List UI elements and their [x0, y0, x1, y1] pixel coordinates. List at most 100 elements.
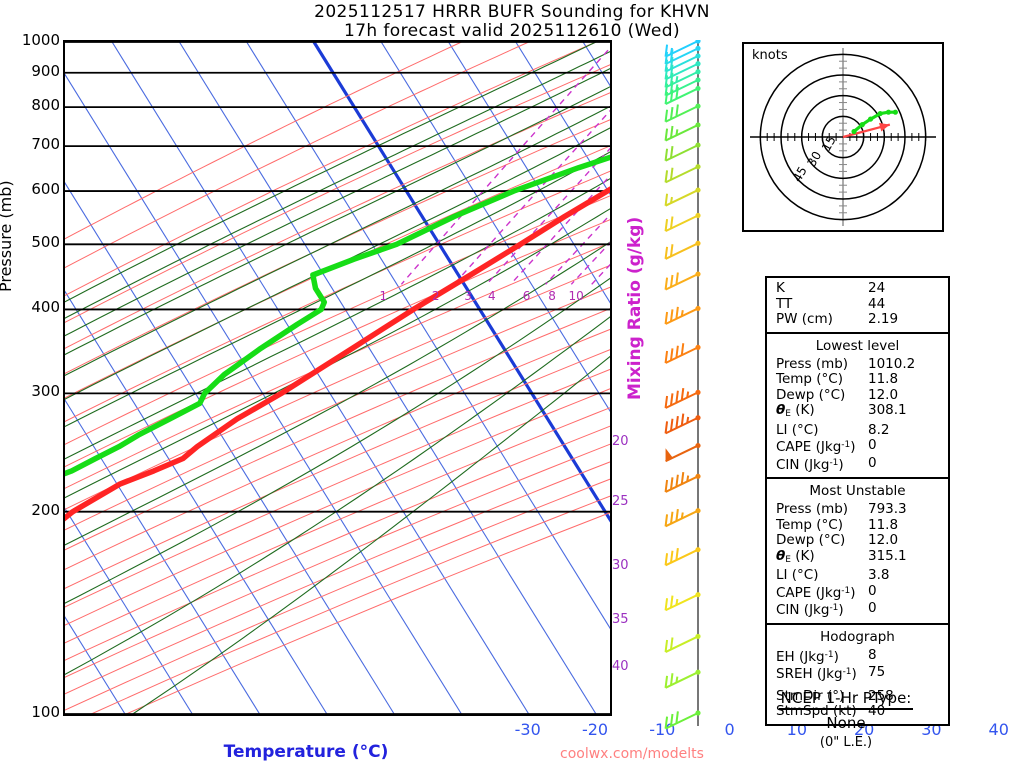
stat-row: θE (K) 308.1 [767, 402, 948, 423]
barb-full-feather [669, 550, 674, 563]
wind-barb [664, 592, 701, 612]
barb-origin [695, 77, 701, 83]
stat-row: Temp (°C) 11.8 [767, 517, 948, 534]
barb-half-feather [675, 598, 679, 606]
dry-adiabat [65, 119, 610, 374]
stat-key: SREH (Jkg-1) [776, 666, 857, 682]
stat-key: K [776, 280, 785, 296]
barb-full-feather [669, 244, 674, 257]
barb-origin [695, 212, 701, 219]
ptype-heading: NCEP 1-Hr PType: [778, 689, 914, 710]
lowest-level-rows: Press (mb) 1010.2 Temp (°C) 11.8 Dewp (°C) 12… [767, 355, 948, 474]
barb-full-feather [664, 246, 669, 260]
moist-adiabat [65, 127, 610, 400]
hodograph-point [877, 110, 883, 117]
isotherm [582, 42, 610, 87]
moist-adiabat [65, 178, 610, 460]
wind-barb [664, 164, 701, 184]
barb-origin [695, 415, 701, 421]
barb-origin [695, 592, 701, 598]
stat-key: Dewp (°C) [776, 532, 846, 548]
barb-full-feather [669, 72, 674, 85]
wind-barb [664, 85, 701, 105]
barb-shaft [665, 105, 699, 123]
skewt-diagram [63, 40, 612, 716]
stat-row: PW (cm) 2.19 [767, 311, 948, 328]
barb-full-feather [680, 388, 685, 401]
pressure-tick-label: 200 [31, 500, 60, 519]
hodograph-point [859, 122, 865, 128]
dry-adiabat [65, 388, 610, 626]
stat-value: 8.2 [868, 421, 890, 438]
wind-barb-column [664, 40, 701, 730]
stat-key: CAPE (Jkg-1) [776, 584, 856, 601]
barb-full-feather [664, 716, 669, 729]
stat-row: SREH (Jkg-1) 75 [767, 664, 948, 683]
barb-shaft [665, 165, 699, 184]
stat-key: Temp (°C) [776, 371, 843, 387]
barb-shaft [665, 189, 699, 207]
stat-row: K 24 [767, 280, 948, 297]
barb-full-feather [664, 75, 669, 88]
barb-full-feather [675, 104, 679, 117]
wind-barb [664, 271, 701, 291]
isotherm [448, 42, 610, 304]
barb-full-feather [669, 477, 674, 490]
pressure-tick-label: 900 [31, 61, 60, 80]
wind-barb [664, 240, 701, 260]
barb-full-feather [669, 145, 674, 159]
barb-half-feather [680, 310, 684, 317]
dry-adiabat [65, 92, 610, 349]
stat-row: StmDir (°) 258 [767, 687, 948, 705]
wind-barb [664, 547, 701, 567]
stat-value: 258 [868, 687, 894, 704]
hodograph-point [885, 109, 892, 115]
moist-adiabat [65, 42, 597, 303]
stat-row: θE (K) 315.1 [767, 547, 948, 569]
barb-shaft [665, 79, 699, 97]
stat-value: 1010.2 [868, 355, 916, 372]
barb-full-feather [664, 311, 669, 325]
isotherm [65, 616, 126, 714]
barb-full-feather [669, 673, 674, 686]
barb-full-feather [664, 148, 669, 161]
mixing-ratio-tick-label: 35 [612, 612, 629, 627]
chart-title-line1: 2025112517 HRRR BUFR Sounding for KHVN [314, 2, 710, 22]
dry-adiabat [65, 64, 610, 323]
barb-origin [695, 633, 701, 640]
barb-full-feather [664, 639, 669, 653]
wind-barb [664, 343, 701, 364]
barb-full-feather [669, 274, 674, 288]
barb-origin [695, 442, 701, 449]
stat-key: CIN (Jkg-1) [776, 602, 844, 618]
dry-adiabat [65, 170, 610, 422]
barb-shaft [665, 635, 699, 653]
stat-row: Press (mb) 793.3 [767, 501, 948, 518]
dry-adiabat [65, 42, 529, 269]
stat-row: LI (°C) 8.2 [767, 421, 948, 439]
isotherm [111, 42, 530, 714]
moist-adiabat [65, 51, 610, 319]
barb-full-feather [669, 418, 674, 431]
stat-key: θE (K) [776, 547, 815, 565]
barb-half-feather [680, 512, 684, 519]
barb-full-feather [675, 345, 679, 358]
temperature-axis-title: Temperature (°C) [223, 742, 389, 762]
hodograph-ring [759, 53, 927, 221]
barb-full-feather [664, 83, 669, 96]
barb-origin [695, 344, 701, 350]
barb-origin [695, 305, 701, 312]
isotherm [65, 73, 462, 714]
barb-origin [695, 271, 701, 277]
skewt-plot-area [65, 42, 610, 714]
stats-lowest-level-section: Lowest level Press (mb) 1010.2 Temp (°C) 11… [767, 334, 948, 479]
sounding-stats-panel: K 24 TT 44 PW (cm) 2.19 Lowest level Pre… [765, 276, 950, 726]
barb-origin [695, 389, 701, 395]
barb-half-feather [675, 129, 679, 136]
stat-value: 308.1 [868, 402, 907, 418]
wind-barb [664, 122, 701, 142]
stat-key: LI (°C) [776, 567, 819, 583]
barb-shaft [665, 444, 699, 463]
barb-half-feather [669, 196, 673, 204]
pressure-tick-label: 1000 [21, 31, 60, 49]
